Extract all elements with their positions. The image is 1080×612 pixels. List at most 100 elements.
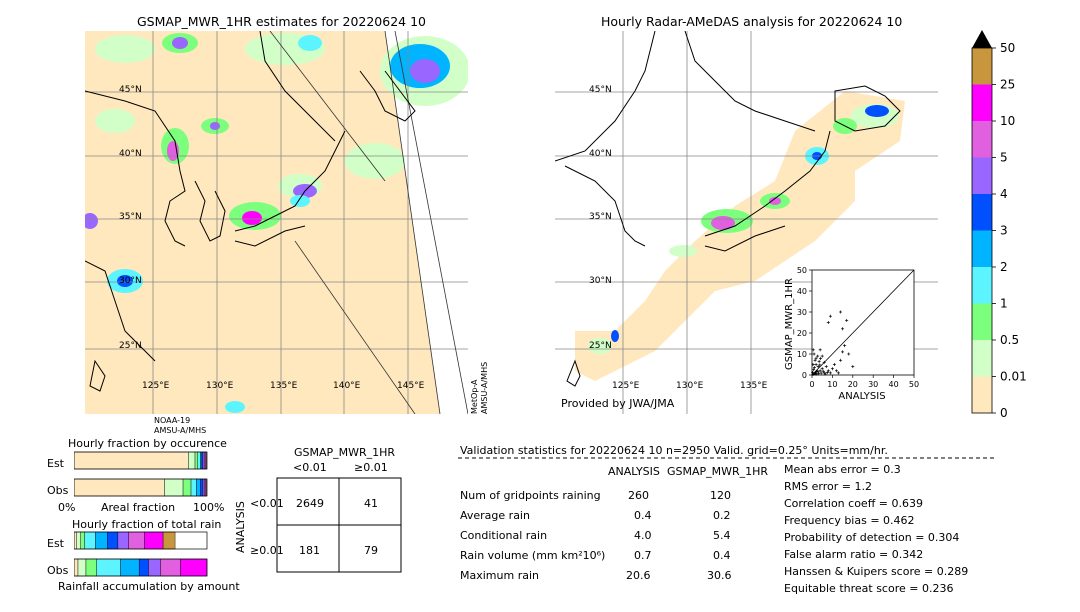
scatter-ytick-label: 30 — [797, 308, 807, 317]
colorbar-cell — [972, 267, 992, 304]
scatter-point — [814, 371, 818, 375]
scatter-point — [828, 371, 832, 375]
contingency-row-label: ≥0.01 — [250, 544, 284, 557]
colorbar-cell — [972, 194, 992, 231]
scatter-point — [814, 370, 818, 374]
right-lon-label: 125°E — [612, 381, 640, 391]
row-analysis: 0.7 — [634, 549, 652, 562]
bar-segment — [85, 558, 97, 577]
scatter-point — [812, 352, 816, 356]
score-line: Mean abs error = 0.3 — [784, 463, 901, 476]
colorbar-label: 0 — [1000, 406, 1008, 418]
row-gsmap: 120 — [710, 489, 731, 502]
scatter-xtick-label: 20 — [848, 380, 858, 389]
scatter-point — [821, 369, 825, 373]
scatter-point — [834, 369, 838, 373]
contingency-row-axis: ANALYSIS — [234, 501, 247, 553]
bar-segment — [205, 478, 207, 497]
scatter-ytick-label: 40 — [797, 287, 807, 296]
row-analysis: 0.4 — [634, 509, 652, 522]
occurrence-title: Hourly fraction by occurence — [68, 437, 227, 450]
colorbar-label: 1 — [1000, 297, 1008, 311]
row-label: Maximum rain — [460, 569, 539, 582]
score-line: False alarm ratio = 0.342 — [784, 548, 924, 561]
row-label: Num of gridpoints raining — [460, 489, 601, 502]
rain-obs-label: Obs — [47, 564, 69, 577]
satellite-bottom-label: NOAA-19 AMSU-A/MHS — [154, 416, 207, 435]
scatter-point — [823, 372, 827, 376]
bar-segment — [74, 558, 79, 577]
scatter-point — [822, 360, 826, 364]
scatter-point — [843, 344, 847, 348]
occurrence-est-label: Est — [47, 457, 64, 470]
scatter-point — [839, 310, 843, 314]
bar-frame — [74, 478, 208, 497]
scatter-point — [841, 327, 845, 331]
bar-segment — [196, 478, 201, 497]
left-lon-label: 130°E — [206, 381, 234, 391]
colorbar-label: 25 — [1000, 78, 1015, 92]
validation-col-analysis: ANALYSIS — [608, 465, 660, 478]
bar-segment — [160, 558, 181, 577]
occurrence-axis-100: 100% — [193, 501, 225, 514]
left-lon-label: 140°E — [333, 381, 361, 391]
occurrence-bars — [74, 451, 208, 497]
scatter-point — [839, 358, 843, 362]
row-label: Rain volume (mm km²10⁶) — [460, 549, 606, 562]
left-lat-label: 30°N — [119, 276, 142, 286]
contingency-grid — [276, 477, 402, 573]
bar-segment — [197, 451, 201, 470]
scatter-point — [845, 318, 849, 322]
row-gsmap: 30.6 — [707, 569, 732, 582]
row-gsmap: 0.2 — [713, 509, 731, 522]
bar-segment — [148, 558, 161, 577]
scatter-xtick-label: 0 — [809, 380, 814, 389]
bar-segment — [76, 531, 81, 550]
colorbar-cell — [972, 303, 992, 340]
right-lat-label: 25°N — [589, 341, 612, 351]
row-gsmap: 5.4 — [713, 529, 731, 542]
bar-segment — [77, 558, 87, 577]
right-lat-label: 30°N — [589, 276, 612, 286]
row-gsmap: 0.4 — [713, 549, 731, 562]
scatter-point — [818, 369, 822, 373]
right-lon-label: 130°E — [676, 381, 704, 391]
colorbar-label: 10 — [1000, 114, 1015, 128]
colorbar-label: 0.01 — [1000, 370, 1027, 384]
rain-blobs — [85, 33, 468, 413]
score-line: Frequency bias = 0.462 — [784, 514, 915, 527]
scatter-xtick-label: 30 — [868, 380, 878, 389]
scatter-point — [817, 359, 821, 363]
bar-segment — [74, 531, 77, 550]
scatter-point — [832, 363, 836, 366]
contingency-row-label: <0.01 — [250, 497, 284, 510]
colorbar-label: 3 — [1000, 224, 1008, 238]
colorbar-label: 5 — [1000, 151, 1008, 165]
scatter-point — [830, 367, 834, 371]
bar-segment — [84, 531, 96, 550]
scatter-point — [826, 321, 830, 324]
bar-segment — [74, 478, 165, 497]
scatter-point — [841, 350, 845, 354]
score-line: Hanssen & Kuipers score = 0.289 — [784, 565, 969, 578]
left-lat-label: 45°N — [119, 85, 142, 95]
validation-col-gsmap: GSMAP_MWR_1HR — [667, 465, 769, 478]
contingency-col-label: <0.01 — [293, 461, 327, 474]
colorbar-cell — [972, 84, 992, 121]
scatter-point — [851, 365, 855, 369]
right-lat-label: 45°N — [589, 85, 612, 95]
scatter-point — [847, 352, 851, 356]
rain-fraction-bars — [74, 531, 208, 577]
occurrence-obs-label: Obs — [47, 484, 69, 497]
scatter-ytick-label: 20 — [797, 329, 807, 338]
scatter-point — [828, 314, 832, 318]
bar-frame — [74, 531, 208, 550]
colorbar-label: 50 — [1000, 41, 1015, 55]
scatter-point — [811, 363, 815, 366]
scatter-ytick-label: 50 — [797, 266, 807, 275]
scatter-xtick-label: 50 — [909, 380, 919, 389]
scatter-point — [820, 367, 824, 371]
left-lat-label: 40°N — [119, 149, 142, 159]
contingency-cell: 181 — [299, 544, 320, 557]
scatter-point — [816, 365, 820, 369]
